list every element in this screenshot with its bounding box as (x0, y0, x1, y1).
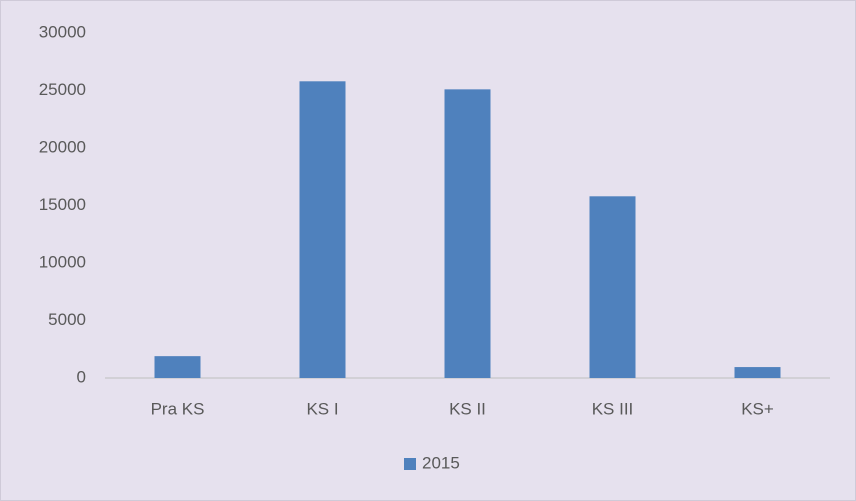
legend-label: 2015 (422, 453, 460, 472)
y-tick-label: 5000 (48, 310, 86, 329)
y-tick-label: 20000 (39, 137, 86, 156)
x-tick-label: KS+ (741, 399, 774, 418)
y-tick-label: 0 (77, 367, 86, 386)
y-tick-label: 25000 (39, 80, 86, 99)
bar (299, 81, 346, 379)
x-tick-label: KS III (592, 399, 634, 418)
legend-swatch (404, 458, 416, 470)
bar (734, 367, 781, 378)
x-tick-label: KS II (449, 399, 486, 418)
bar (589, 196, 636, 378)
bar (444, 89, 491, 378)
x-tick-label: KS I (306, 399, 338, 418)
y-tick-label: 10000 (39, 252, 86, 271)
y-tick-label: 30000 (39, 22, 86, 41)
y-tick-label: 15000 (39, 195, 86, 214)
bar (154, 356, 201, 378)
x-tick-label: Pra KS (151, 399, 205, 418)
